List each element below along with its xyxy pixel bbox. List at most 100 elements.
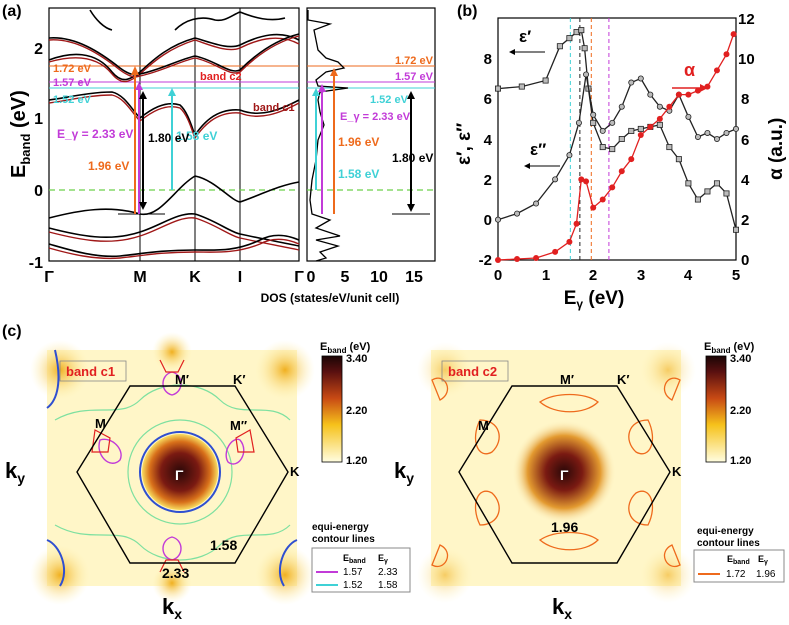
valence-curve: [48, 217, 300, 251]
map-c1-blob: [255, 545, 315, 605]
valence-curve: [48, 175, 300, 219]
data-point: [494, 216, 501, 223]
legend-c2-header-egamma: Eγ: [758, 554, 768, 566]
legend-c2-eband-1: 1.72: [726, 569, 746, 580]
legend-c2-title-2: contour lines: [697, 538, 760, 549]
map-c2-blob: [417, 342, 473, 398]
c1-ky-label: ky: [5, 458, 25, 486]
arrowhead-magenta: [135, 82, 143, 90]
b-left-ticks: -2 0 2 4 6 8: [479, 51, 493, 269]
data-point: [556, 43, 563, 50]
data-point: [694, 196, 701, 203]
contour-magenta: [98, 371, 245, 561]
c1-value-2-33: 2.33: [162, 565, 189, 581]
data-point: [647, 123, 654, 130]
c2-contour: [538, 531, 599, 551]
b-left-tick: 2: [484, 172, 492, 189]
x-ticks-dos: 0 5 10 15: [307, 269, 423, 286]
colorbar-c1-tick: 1.20: [346, 455, 367, 467]
map-c1-blob: [30, 545, 90, 605]
colorbar-c2-tick: 2.20: [730, 405, 751, 417]
dos-x-tick: 0: [307, 269, 316, 286]
c1-point-mprime: M′: [175, 372, 189, 387]
data-point: [609, 146, 616, 153]
data-point: [590, 119, 597, 126]
dos-arrowhead-cyan: [312, 88, 320, 96]
valence-curve: [48, 238, 300, 260]
data-point: [723, 51, 730, 58]
b-right-tick: 12: [738, 11, 755, 28]
data-point: [704, 129, 711, 136]
data-point: [609, 119, 616, 126]
data-point: [533, 200, 540, 207]
dos-arrowhead-black-down: [407, 204, 415, 212]
data-point: [637, 75, 644, 82]
data-point: [618, 135, 625, 142]
legend-c1-title-1: equi-energy: [312, 522, 369, 533]
c2-contour: [431, 377, 681, 568]
band-curve: [48, 37, 300, 83]
y-axis-label-eband: Eband (eV): [8, 90, 33, 178]
x-tick-m: M: [133, 269, 146, 286]
contour-map-c1: band c1 M′ K′ M M″ K Γ 1.58 2.33 ky kx: [5, 332, 315, 622]
data-point: [518, 83, 525, 90]
data-point: [666, 103, 673, 110]
valence-curve: [48, 234, 300, 258]
data-point: [704, 188, 711, 195]
dos-label-1-52: 1.52 eV: [370, 94, 409, 106]
c2-label-box: [441, 360, 509, 382]
data-point: [713, 135, 720, 142]
legend-c2-egamma-1: 1.96: [756, 569, 776, 580]
data-point: [618, 168, 625, 175]
data-point: [685, 91, 692, 98]
c1-point-mdouble: M″: [230, 418, 247, 433]
band-curve: [48, 33, 300, 81]
c2-contour: [628, 490, 653, 526]
b-right-tick: 0: [741, 252, 749, 269]
c2-contour: [628, 419, 653, 455]
data-point: [628, 127, 635, 134]
map-c2-blob: [640, 547, 696, 603]
contour-cyan: [127, 419, 233, 525]
b-left-tick: 6: [484, 91, 492, 108]
map-c1-blob: [152, 563, 192, 603]
data-point: [713, 67, 720, 74]
b-left-tick: 8: [484, 51, 492, 68]
c2-contour: [475, 419, 500, 455]
dos-label-egamma: E_γ = 2.33 eV: [340, 111, 411, 123]
dos-curve: [307, 10, 349, 262]
dos-label-1-58: 1.58 eV: [338, 167, 379, 181]
band-curve: [48, 33, 300, 76]
c2-kx-label: kx: [552, 594, 572, 622]
data-point: [628, 79, 635, 86]
y-tick: 2: [34, 41, 43, 58]
data-point: [578, 27, 585, 34]
b-x-tick: 0: [494, 267, 502, 284]
b-vertical-lines: [569, 18, 610, 260]
label-1-72: 1.72 eV: [53, 63, 92, 75]
b-right-tick: 6: [741, 132, 749, 149]
b-series-group: [494, 27, 740, 263]
data-point: [656, 103, 663, 110]
colorbar-c1-tick: 2.20: [346, 405, 367, 417]
legend-c1-header-egamma: Eγ: [378, 553, 388, 565]
data-point: [566, 35, 573, 42]
band-c1-curve: [48, 91, 300, 137]
data-point: [637, 131, 644, 138]
data-point: [656, 115, 663, 122]
data-point: [583, 71, 590, 78]
data-point: [599, 144, 606, 151]
b-x-tick: 3: [637, 267, 645, 284]
data-point: [685, 113, 692, 120]
data-point: [552, 248, 559, 255]
dielectric-plot: ε′ ε″ α -2 0 2 4 6 8 0 2 4 6 8 10 12 0 1: [454, 11, 787, 311]
data-point: [656, 121, 663, 128]
data-point: [514, 210, 521, 217]
label-egamma-2-33: E_γ = 2.33 eV: [57, 127, 133, 141]
b-x-tick: 2: [589, 267, 597, 284]
data-point: [514, 255, 521, 262]
map-c2-blob: [640, 342, 696, 398]
map-c2-blob: [417, 547, 473, 603]
c2-label: band c2: [448, 364, 497, 379]
